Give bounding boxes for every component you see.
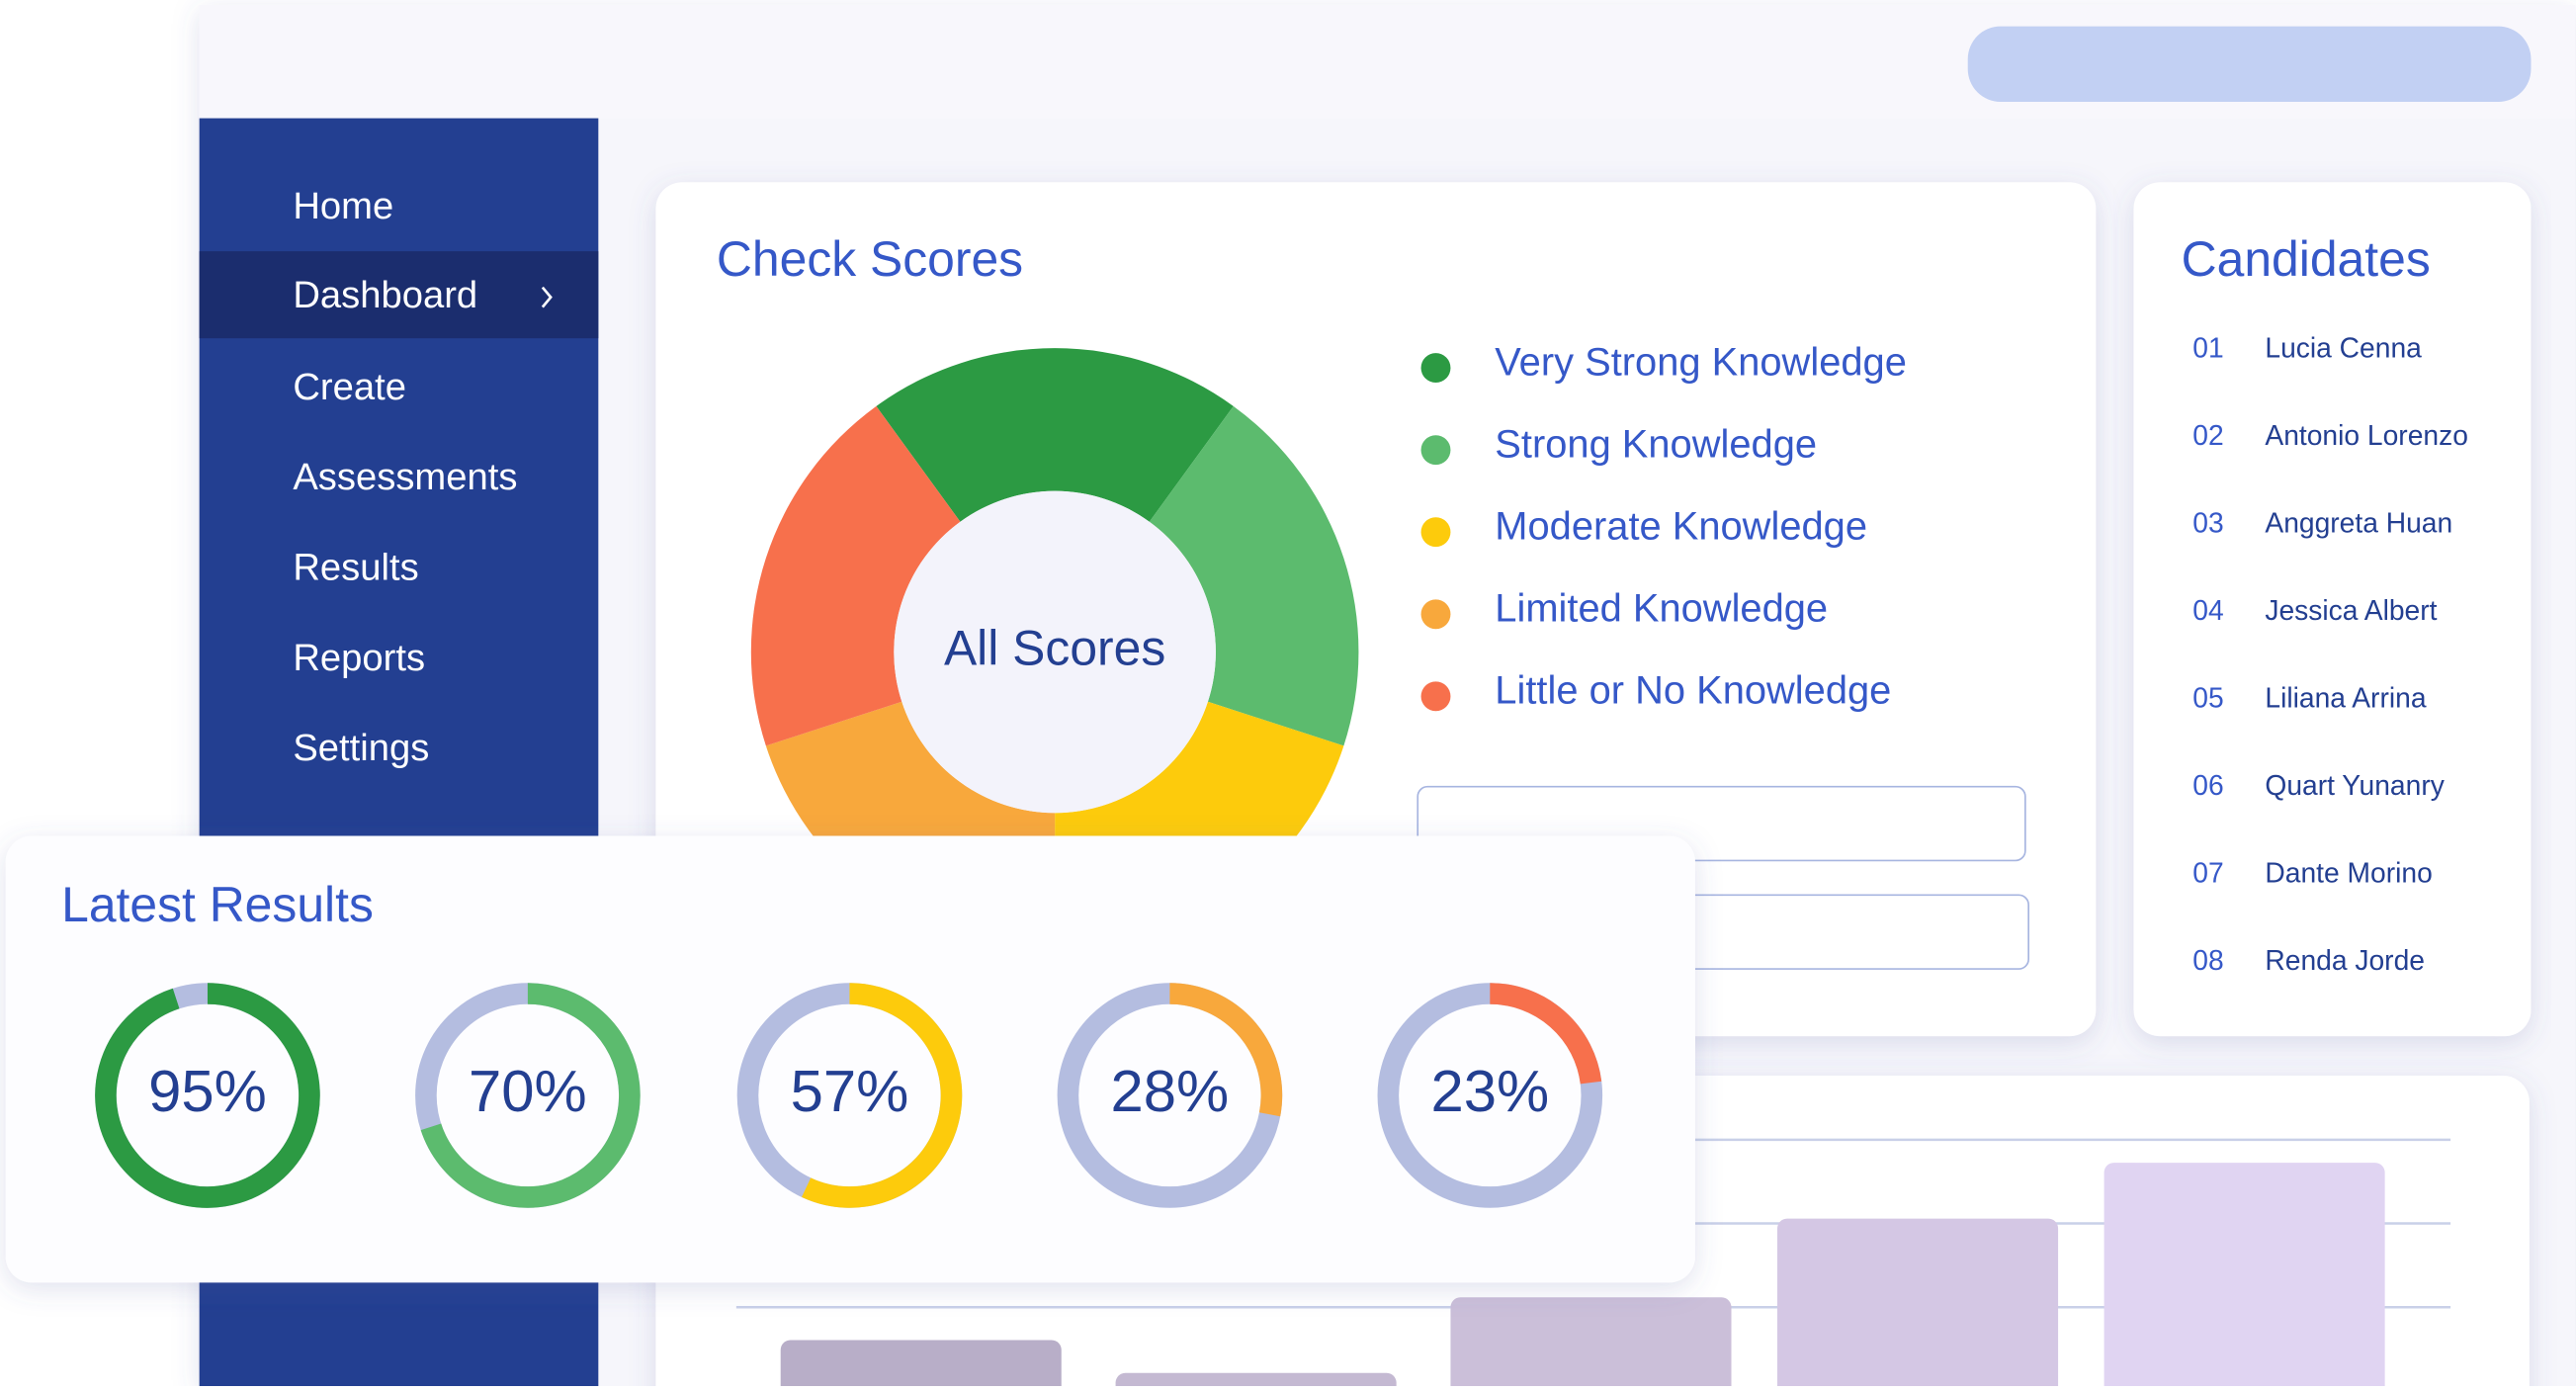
card-title: Check Scores — [717, 231, 1023, 287]
donut-segment — [1149, 405, 1359, 746]
bar — [1450, 1297, 1732, 1391]
candidate-name[interactable]: Lucia Cenna — [2265, 331, 2422, 363]
nav-item[interactable]: Home — [293, 185, 393, 227]
ring-arc — [95, 983, 320, 1208]
legend-dot — [1420, 599, 1451, 630]
nav-list: Home Dashboard Create Assessments Results Rep… — [293, 185, 517, 769]
candidate-number: 01 — [2192, 331, 2223, 363]
ring-label: 57% — [791, 1058, 909, 1124]
candidate-name[interactable]: Quart Yunanry — [2265, 769, 2445, 801]
nav-item[interactable]: Results — [293, 547, 418, 589]
donut-label: All Scores — [944, 621, 1165, 676]
candidate-number: 04 — [2192, 594, 2223, 626]
active-nav-highlight — [199, 251, 599, 339]
candidate-number: 03 — [2192, 506, 2223, 538]
search-box[interactable] — [1967, 26, 2532, 102]
nav-item[interactable]: Settings — [293, 727, 429, 769]
candidate-name[interactable]: Anggreta Huan — [2265, 506, 2452, 538]
candidate-name[interactable]: Liliana Arrina — [2265, 681, 2426, 713]
latest-results-card — [5, 835, 1695, 1283]
card-title: Candidates — [2182, 231, 2431, 287]
legend-label: Strong Knowledge — [1495, 422, 1817, 466]
candidate-list: 01 Lucia Cenna 02 Antonio Lorenzo 03 Anggreta… — [2192, 331, 2468, 976]
ring-label: 23% — [1430, 1058, 1549, 1124]
legend-label: Little or No Knowledge — [1495, 669, 1891, 713]
chevron — [541, 286, 553, 308]
nav-item[interactable]: Create — [293, 366, 406, 408]
bar — [1777, 1218, 2059, 1391]
legend-label: Moderate Knowledge — [1495, 504, 1867, 548]
bar — [2104, 1163, 2385, 1391]
candidate-number: 06 — [2192, 769, 2223, 801]
legend-label: Limited Knowledge — [1495, 586, 1828, 630]
nav-item[interactable]: Assessments — [293, 456, 517, 498]
legend-dot — [1420, 353, 1451, 384]
ring-arc — [420, 983, 641, 1208]
ring-arc — [1169, 983, 1283, 1117]
candidate-name[interactable]: Jessica Albert — [2265, 594, 2437, 626]
legend: Very Strong Knowledge Strong Knowledge Mod… — [1420, 340, 1907, 713]
donut-segment — [750, 405, 961, 746]
legend-label: Very Strong Knowledge — [1495, 340, 1907, 384]
candidate-number: 05 — [2192, 681, 2223, 713]
candidate-number: 02 — [2192, 419, 2223, 451]
legend-dot — [1420, 517, 1451, 548]
result-rings: 95% 70% 57% 28% 23% — [95, 983, 1603, 1208]
bar — [780, 1340, 1062, 1391]
nav-item[interactable]: Reports — [293, 637, 425, 679]
legend-dot — [1420, 435, 1451, 466]
ring-label: 95% — [148, 1058, 267, 1124]
ring-arc — [802, 983, 963, 1208]
ring-arc — [1490, 983, 1602, 1085]
legend-dot — [1420, 681, 1451, 712]
candidate-number: 07 — [2192, 857, 2223, 889]
donut-center — [894, 490, 1216, 814]
card-title: Latest Results — [61, 877, 374, 932]
candidate-name[interactable]: Antonio Lorenzo — [2265, 419, 2468, 451]
candidates-card — [2133, 182, 2532, 1037]
bar — [1115, 1372, 1397, 1391]
candidate-name[interactable]: Renda Jorde — [2265, 944, 2425, 976]
candidate-name[interactable]: Dante Morino — [2265, 857, 2432, 889]
ring-label: 28% — [1111, 1058, 1230, 1124]
candidate-number: 08 — [2192, 944, 2223, 976]
ring-label: 70% — [469, 1058, 587, 1124]
nav-item[interactable]: Dashboard — [293, 274, 477, 316]
donut-segment — [876, 348, 1234, 522]
